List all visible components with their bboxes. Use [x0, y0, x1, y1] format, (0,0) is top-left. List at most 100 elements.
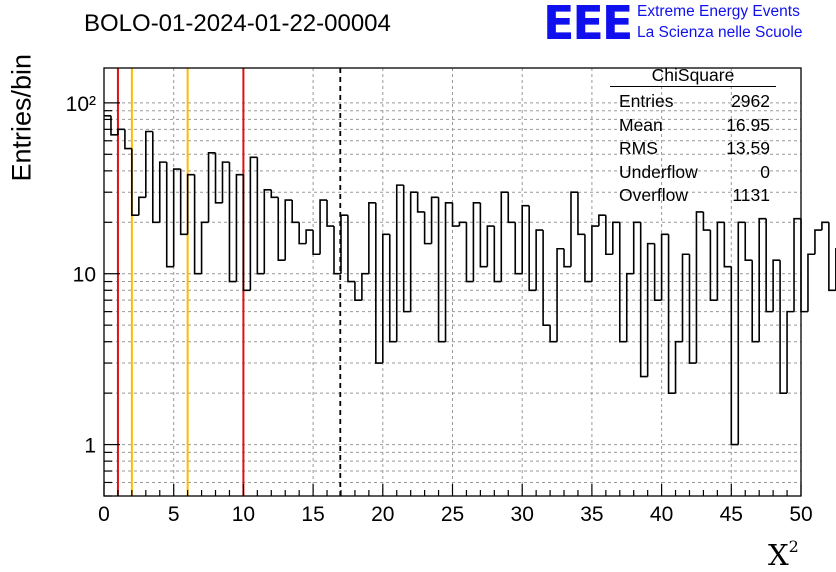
histogram-bin	[646, 242, 655, 377]
stats-row-entries: Entries 2962	[610, 90, 776, 114]
histogram-bin	[235, 173, 244, 282]
histogram-bin	[709, 230, 718, 301]
histogram-bin	[361, 272, 369, 301]
histogram-bin	[312, 230, 321, 256]
histogram-bin	[340, 214, 348, 274]
histogram-bin	[347, 215, 355, 283]
logo-line-1: Extreme Energy Events	[637, 3, 800, 20]
stats-row-overflow: Overflow 1131	[610, 184, 776, 208]
histogram-bin	[660, 233, 669, 301]
histogram-bin	[214, 152, 223, 204]
x-tick-labels: 0 5 10 15 20 25 30 35 40 45 50	[98, 503, 813, 526]
histogram-bin	[228, 162, 237, 283]
x-tick-label: 0	[98, 503, 110, 526]
histogram-bin	[486, 225, 495, 267]
x-axis-label: X2	[768, 537, 799, 572]
x-tick-label: 45	[720, 503, 743, 526]
stats-row-mean: Mean 16.95	[610, 114, 776, 138]
stats-label: Overflow	[619, 185, 689, 205]
chart-title: BOLO-01-2024-01-22-00004	[84, 10, 391, 37]
histogram-bin	[409, 191, 418, 312]
histogram-bin	[584, 234, 592, 283]
stats-value: 13.59	[726, 138, 770, 158]
histogram-bin	[542, 230, 551, 326]
x-tick-label: 40	[650, 503, 673, 526]
histogram-bin	[110, 115, 118, 136]
histogram-bin	[298, 222, 307, 245]
histogram-bin	[493, 226, 502, 283]
histogram-bars	[104, 115, 836, 446]
histogram-bin	[598, 214, 606, 227]
histogram-bin	[521, 204, 530, 274]
histogram-bin	[828, 222, 836, 292]
histogram-bin	[800, 218, 808, 313]
histogram-bin	[277, 197, 286, 261]
histogram-bin	[807, 253, 815, 312]
histogram-bin	[758, 217, 767, 342]
histogram-bin	[354, 281, 362, 301]
histogram-bin	[765, 218, 774, 313]
histogram-bin	[388, 234, 397, 343]
histogram-bin	[535, 229, 544, 291]
histogram-bin	[688, 254, 697, 364]
histogram-bin	[305, 229, 314, 244]
histogram-bin	[556, 247, 565, 342]
stats-label: Underflow	[619, 161, 698, 182]
histogram-bin	[514, 222, 523, 275]
histogram-bin	[270, 189, 279, 199]
histogram-bin	[563, 248, 571, 268]
histogram-bin	[695, 211, 704, 364]
histogram-bin	[326, 200, 335, 227]
x-axis-label-superscript: 2	[788, 537, 799, 557]
x-tick-label: 20	[371, 503, 394, 526]
histogram-bin	[779, 260, 788, 394]
histogram-bin	[639, 222, 648, 378]
histogram-bin	[744, 222, 753, 261]
histogram-bin	[786, 310, 795, 394]
eee-logo: EEE	[543, 0, 633, 50]
histogram-bin	[256, 157, 265, 275]
histogram-bin	[500, 191, 509, 282]
histogram-bin	[730, 266, 739, 446]
histogram-bin	[319, 199, 328, 255]
histogram-bin	[284, 199, 293, 261]
stats-label: RMS	[619, 138, 658, 158]
histogram-bin	[382, 233, 390, 364]
histogram-bin	[200, 221, 209, 274]
x-tick-label: 30	[511, 503, 534, 526]
stats-label: Mean	[619, 114, 663, 135]
histogram-bin	[375, 202, 383, 364]
y-tick-label: 1	[84, 435, 96, 458]
histogram-bin	[465, 222, 474, 283]
histogram-bin	[186, 173, 195, 235]
x-tick-label: 5	[168, 503, 180, 526]
histogram-bin	[793, 217, 801, 312]
histogram-bin	[333, 226, 341, 275]
logo-line-2: La Scienza nelle Scuole	[637, 24, 803, 41]
histogram-bin	[612, 221, 620, 255]
x-tick-label: 15	[301, 503, 324, 526]
histogram-bin	[249, 156, 258, 291]
stats-value: 0	[760, 161, 770, 182]
stats-row-underflow: Underflow 0	[610, 161, 776, 185]
histogram-bin	[549, 325, 558, 343]
histogram-bin	[528, 205, 537, 292]
histogram-bin	[402, 185, 411, 313]
histogram-bin	[451, 202, 460, 227]
x-tick-label: 25	[441, 503, 464, 526]
histogram-bin	[193, 174, 202, 275]
histogram-bin	[117, 128, 125, 135]
histogram-bin	[207, 152, 216, 223]
histogram-bin	[577, 192, 585, 236]
histogram-bin	[605, 215, 613, 256]
stats-row-rms: RMS 13.59	[610, 137, 776, 161]
histogram-bin	[151, 131, 160, 224]
histogram-bin	[674, 340, 683, 394]
stats-title: ChiSquare	[610, 64, 776, 87]
histogram-bin	[416, 192, 425, 213]
histogram-bin	[291, 200, 300, 224]
histogram-bin	[507, 192, 516, 224]
histogram-bin	[618, 222, 627, 343]
histogram-bin	[653, 243, 662, 301]
